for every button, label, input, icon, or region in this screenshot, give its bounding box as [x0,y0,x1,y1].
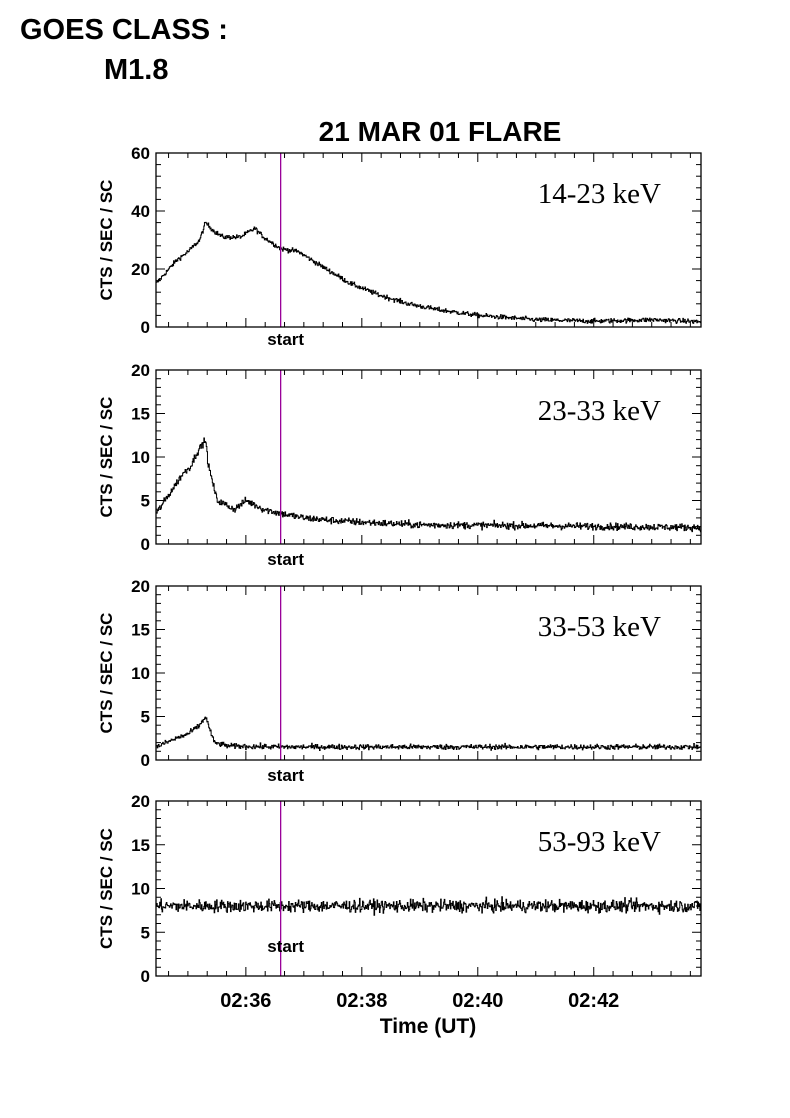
x-tick-label: 02:40 [452,990,503,1012]
lightcurve-14-23-kev [156,221,702,324]
energy-band-label: 23-33 keV [538,395,661,427]
start-marker-label: start [267,550,304,569]
y-tick-label: 20 [131,260,150,279]
y-tick-label: 60 [131,144,150,163]
y-tick-label: 5 [141,923,150,942]
x-tick-label: 02:36 [220,990,271,1012]
lightcurve-53-93-kev [156,896,702,916]
energy-band-label: 53-93 keV [538,826,661,858]
y-axis-label: CTS / SEC / SC [97,397,116,518]
start-marker-label: start [267,766,304,785]
start-marker-label: start [267,937,304,956]
y-tick-label: 5 [141,492,150,511]
start-marker-label: start [267,330,304,349]
lightcurve-23-33-kev [156,437,702,533]
y-tick-label: 10 [131,448,150,467]
lightcurve-33-53-kev [156,716,702,752]
y-tick-label: 5 [141,708,150,727]
x-axis-label: Time (UT) [380,1015,476,1038]
y-tick-label: 40 [131,202,150,221]
x-tick-label: 02:42 [568,990,619,1012]
y-tick-label: 0 [141,535,150,554]
y-tick-label: 10 [131,664,150,683]
x-tick-label: 02:38 [336,990,387,1012]
y-tick-label: 15 [131,836,150,855]
y-tick-label: 10 [131,880,150,899]
y-axis-label: CTS / SEC / SC [97,613,116,734]
y-tick-label: 15 [131,621,150,640]
y-tick-label: 0 [141,318,150,337]
chart-title: 21 MAR 01 FLARE [319,116,562,147]
y-tick-label: 15 [131,405,150,424]
energy-band-label: 33-53 keV [538,611,661,643]
y-tick-label: 0 [141,967,150,986]
energy-band-label: 14-23 keV [538,178,661,210]
y-axis-label: CTS / SEC / SC [97,180,116,301]
y-axis-label: CTS / SEC / SC [97,828,116,949]
y-tick-label: 20 [131,577,150,596]
y-tick-label: 20 [131,792,150,811]
y-tick-label: 20 [131,361,150,380]
goes-class-label: GOES CLASS : [20,14,228,46]
goes-class-value: M1.8 [104,54,169,86]
panel-frame [155,152,702,328]
y-tick-label: 0 [141,751,150,770]
